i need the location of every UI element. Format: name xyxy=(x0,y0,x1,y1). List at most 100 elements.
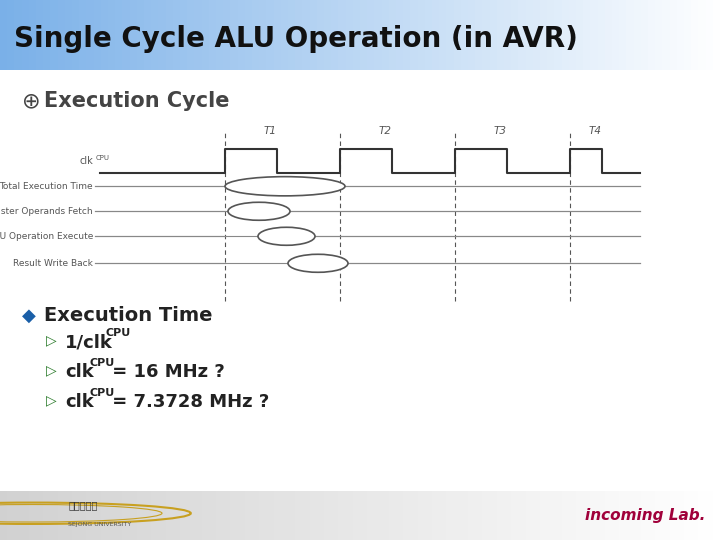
Bar xyxy=(187,0,194,70)
Bar xyxy=(317,491,324,540)
Bar xyxy=(374,491,382,540)
Bar xyxy=(7,491,14,540)
Bar xyxy=(274,491,281,540)
Bar xyxy=(713,0,720,70)
Bar xyxy=(648,491,655,540)
Bar xyxy=(432,0,439,70)
Bar xyxy=(86,0,94,70)
Bar xyxy=(158,491,166,540)
Text: Result Write Back: Result Write Back xyxy=(13,259,93,268)
Bar xyxy=(583,0,590,70)
Text: SEJONG UNIVERSITY: SEJONG UNIVERSITY xyxy=(68,522,132,527)
Bar xyxy=(72,0,79,70)
Bar xyxy=(454,491,461,540)
Bar xyxy=(432,491,439,540)
Text: Single Cycle ALU Operation (in AVR): Single Cycle ALU Operation (in AVR) xyxy=(14,25,578,52)
Bar xyxy=(281,491,288,540)
Bar xyxy=(554,0,562,70)
Text: T3: T3 xyxy=(493,126,506,136)
Bar xyxy=(72,491,79,540)
Bar xyxy=(396,491,403,540)
Bar xyxy=(194,0,202,70)
Bar xyxy=(324,0,331,70)
Bar xyxy=(526,491,533,540)
Bar xyxy=(418,0,425,70)
Bar xyxy=(713,491,720,540)
Text: CPU: CPU xyxy=(89,388,115,399)
Bar xyxy=(324,491,331,540)
Bar xyxy=(706,0,713,70)
Bar xyxy=(475,491,482,540)
Bar xyxy=(209,0,216,70)
Bar xyxy=(655,491,662,540)
Bar xyxy=(266,491,274,540)
Bar xyxy=(511,0,518,70)
Bar xyxy=(14,0,22,70)
Bar xyxy=(302,491,310,540)
Bar xyxy=(58,0,65,70)
Bar xyxy=(554,491,562,540)
Text: T4: T4 xyxy=(588,126,601,136)
Bar xyxy=(101,491,108,540)
Bar xyxy=(166,491,173,540)
Bar xyxy=(259,0,266,70)
Bar xyxy=(238,0,245,70)
Bar xyxy=(691,491,698,540)
Bar xyxy=(115,0,122,70)
Bar xyxy=(605,491,612,540)
Bar xyxy=(497,491,504,540)
Bar xyxy=(576,491,583,540)
Bar xyxy=(338,0,346,70)
Bar xyxy=(490,491,497,540)
Ellipse shape xyxy=(258,227,315,245)
Text: ▷: ▷ xyxy=(46,363,57,377)
Bar xyxy=(65,491,72,540)
Ellipse shape xyxy=(288,254,348,272)
Bar xyxy=(662,0,670,70)
Text: ▷: ▷ xyxy=(46,393,57,407)
Bar xyxy=(94,491,101,540)
Text: Total Execution Time: Total Execution Time xyxy=(0,182,93,191)
Bar xyxy=(619,491,626,540)
Bar xyxy=(425,0,432,70)
Text: incoming Lab.: incoming Lab. xyxy=(585,508,706,523)
Bar xyxy=(0,0,7,70)
Bar xyxy=(468,491,475,540)
Bar xyxy=(36,0,43,70)
Bar xyxy=(137,491,144,540)
Bar xyxy=(626,491,634,540)
Bar xyxy=(684,0,691,70)
Bar xyxy=(266,0,274,70)
Bar xyxy=(670,491,677,540)
Bar xyxy=(144,0,151,70)
Bar xyxy=(634,0,641,70)
Bar xyxy=(360,491,367,540)
Bar xyxy=(79,491,86,540)
Bar xyxy=(65,0,72,70)
Bar xyxy=(216,491,223,540)
Text: Register Operands Fetch: Register Operands Fetch xyxy=(0,207,93,216)
Bar xyxy=(562,491,569,540)
Text: clk: clk xyxy=(79,156,93,166)
Bar xyxy=(497,0,504,70)
Bar xyxy=(288,0,295,70)
Bar xyxy=(569,0,576,70)
Bar xyxy=(0,491,7,540)
Bar xyxy=(331,0,338,70)
Bar xyxy=(43,0,50,70)
Bar xyxy=(259,491,266,540)
Bar xyxy=(439,0,446,70)
Bar xyxy=(173,0,180,70)
Bar xyxy=(540,491,547,540)
Bar xyxy=(454,0,461,70)
Bar xyxy=(670,0,677,70)
Bar xyxy=(302,0,310,70)
Bar xyxy=(403,491,410,540)
Bar xyxy=(367,0,374,70)
Bar xyxy=(22,0,29,70)
Bar xyxy=(331,491,338,540)
Bar xyxy=(410,491,418,540)
Bar xyxy=(626,0,634,70)
Bar xyxy=(180,0,187,70)
Bar xyxy=(310,0,317,70)
